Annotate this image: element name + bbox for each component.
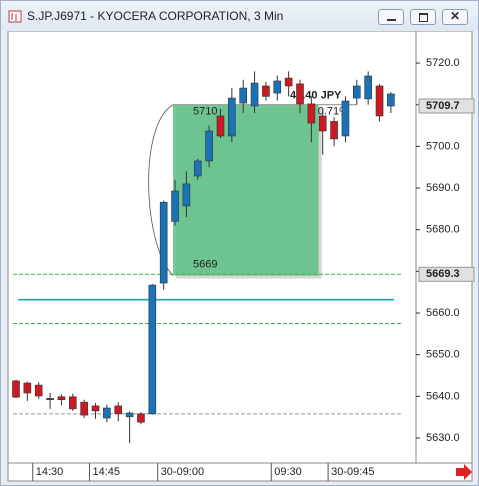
x-tick-label: 30-09:00 (161, 466, 204, 478)
candle-body (228, 97, 236, 137)
chart: 5630.05640.05650.05660.05670.05680.05690… (7, 31, 475, 482)
candle-body (284, 77, 293, 87)
price-label-box (418, 266, 475, 282)
y-tick-label: 5650.0 (426, 349, 460, 361)
app-icon (8, 10, 22, 23)
candle-body (387, 93, 395, 107)
candle-body (34, 384, 43, 397)
candle-body (182, 183, 191, 207)
candle-body (205, 130, 213, 162)
candle-body (307, 103, 316, 124)
candle-body (57, 396, 66, 400)
minimize-button[interactable] (378, 9, 404, 25)
candle-body (239, 87, 247, 104)
candle-body (159, 201, 168, 284)
measure-box (173, 104, 319, 276)
candle-body (80, 401, 88, 416)
y-tick-label: 5630.0 (426, 432, 460, 444)
x-tick-label: 30-09:45 (331, 466, 374, 478)
y-tick-label: 5680.0 (426, 224, 460, 236)
candle-body (296, 83, 304, 105)
x-tick-label: 14:45 (93, 466, 121, 478)
window-title: S.JP.J6971 - KYOCERA CORPORATION, 3 Min (27, 9, 284, 23)
candle-body (103, 407, 111, 419)
x-tick-label: 09:30 (274, 466, 302, 478)
candle-body (114, 405, 123, 415)
y-tick-label: 5690.0 (426, 182, 460, 194)
candle-body (148, 284, 157, 415)
y-tick-label: 5720.0 (426, 57, 460, 69)
candle-body (352, 85, 361, 99)
candle-body (375, 85, 384, 117)
candle-body (12, 380, 20, 398)
candle-body (318, 115, 327, 132)
candle-body (193, 160, 202, 177)
y-tick-label: 5640.0 (426, 390, 460, 402)
candle-body (341, 100, 350, 137)
candle-body (171, 190, 179, 222)
scroll-arrow (456, 464, 472, 480)
measure-low-label: 5669 (193, 258, 217, 270)
candle-body (364, 75, 372, 100)
price-label-box (418, 98, 475, 114)
candle-body (125, 412, 134, 418)
x-tick-label: 14:30 (36, 466, 64, 478)
measure-high-label: 5710 (193, 106, 217, 118)
measure-percent: 0.71% (318, 106, 349, 118)
candle-body (273, 80, 282, 94)
title-bar: S.JP.J6971 - KYOCERA CORPORATION, 3 Min … (1, 1, 478, 31)
close-button[interactable]: ✕ (442, 9, 468, 25)
y-tick-label: 5660.0 (426, 307, 460, 319)
price-label: 5669.3 (426, 268, 460, 280)
y-tick-label: 5700.0 (426, 140, 460, 152)
time-axis (7, 462, 473, 482)
candle-body (69, 396, 77, 410)
candle-body (250, 82, 259, 107)
candle-body (216, 115, 225, 137)
candle-body (330, 121, 338, 140)
candle-body (91, 405, 100, 412)
candle-body (23, 382, 32, 394)
price-label: 5709.7 (426, 100, 460, 112)
candle-body (262, 85, 270, 97)
candle-body (137, 413, 145, 423)
candle-body (46, 398, 54, 400)
maximize-button[interactable] (410, 9, 436, 25)
